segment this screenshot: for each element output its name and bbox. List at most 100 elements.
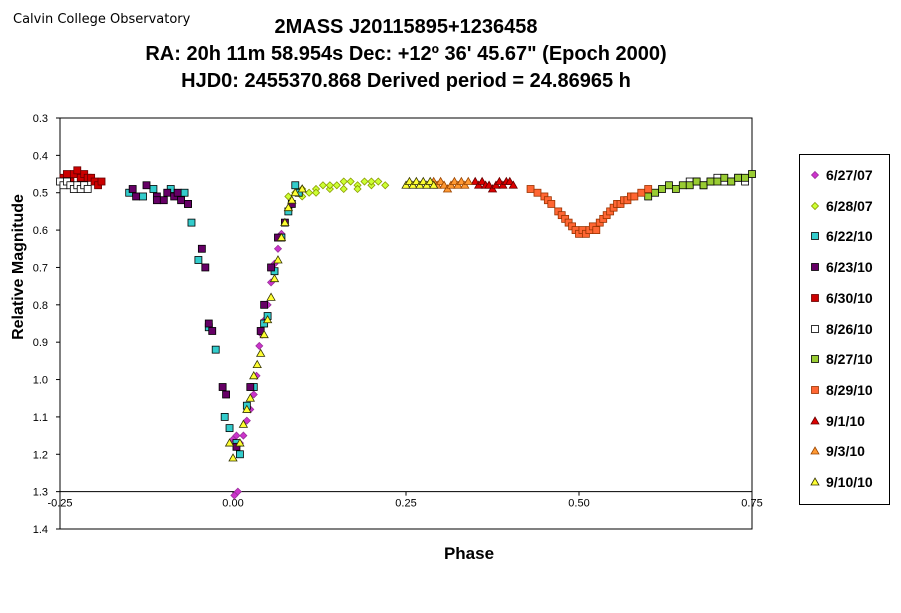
data-point	[318, 181, 328, 190]
data-point	[184, 200, 192, 208]
data-point	[152, 196, 161, 205]
y-tick-label: 1.0	[33, 375, 48, 387]
plot-area-frame	[59, 117, 753, 530]
series-6-22-10	[125, 181, 303, 459]
data-point	[508, 180, 518, 189]
data-point	[249, 390, 258, 399]
legend-label: 6/27/07	[826, 167, 873, 183]
data-point	[360, 177, 369, 186]
data-point	[374, 177, 383, 186]
data-point	[665, 181, 673, 190]
data-point	[810, 415, 820, 424]
triangle-marker-icon	[810, 477, 820, 486]
data-point	[187, 218, 196, 227]
data-point	[262, 314, 273, 324]
chart-subtitle-coordinates: RA: 20h 11m 58.954s Dec: +12º 36' 45.67"…	[145, 43, 667, 65]
data-point	[235, 438, 245, 447]
data-point	[204, 319, 213, 328]
data-point	[339, 177, 348, 186]
data-point	[811, 232, 819, 241]
data-point	[810, 477, 820, 486]
data-point	[463, 176, 473, 185]
data-point	[706, 177, 715, 186]
data-point	[526, 185, 535, 193]
data-point	[339, 184, 348, 194]
series-8-29-10	[526, 185, 653, 238]
data-point	[547, 200, 556, 208]
data-point	[197, 244, 206, 253]
data-point	[97, 177, 106, 186]
data-point	[484, 180, 494, 189]
data-point	[233, 487, 242, 496]
legend-label: 6/22/10	[826, 228, 873, 245]
legend-item: 9/3/10	[810, 441, 865, 461]
data-point	[671, 185, 680, 193]
chart-subtitle-period: HJD0: 2455370.868 Derived period = 24.86…	[181, 70, 631, 92]
data-point	[273, 255, 283, 264]
legend-item: 6/22/10	[810, 226, 873, 246]
data-point	[734, 173, 743, 182]
data-point	[658, 185, 666, 193]
data-point	[811, 385, 819, 394]
data-point	[404, 176, 415, 185]
data-point	[73, 166, 82, 175]
data-point	[305, 188, 314, 197]
x-tick-label: 0.50	[568, 498, 589, 510]
data-point	[291, 181, 300, 190]
data-point	[132, 192, 141, 201]
legend-item: 8/26/10	[810, 319, 873, 339]
data-point	[418, 176, 428, 185]
legend-label: 8/27/10	[826, 351, 873, 368]
y-tick-label: 0.8	[33, 300, 48, 312]
data-point	[477, 176, 487, 185]
data-point	[220, 413, 229, 421]
data-point	[260, 300, 269, 309]
data-point	[255, 341, 264, 350]
data-point	[644, 192, 653, 201]
x-tick-label: 0.25	[395, 498, 416, 510]
data-point	[630, 192, 639, 201]
data-point	[283, 202, 294, 212]
series-9-1-10	[470, 176, 518, 193]
data-point	[505, 176, 515, 185]
legend-item: 6/23/10	[810, 257, 873, 277]
data-point	[470, 176, 480, 185]
data-point	[367, 177, 376, 186]
legend-item: 6/27/07	[810, 165, 873, 185]
y-tick-label: 1.1	[33, 412, 48, 424]
data-point	[255, 348, 266, 357]
square-marker-icon	[811, 232, 819, 241]
data-point	[411, 176, 422, 185]
data-point	[325, 181, 334, 190]
data-point	[592, 226, 601, 234]
data-point	[173, 188, 182, 197]
data-point	[651, 188, 660, 197]
data-point	[311, 188, 321, 197]
series-8-27-10	[644, 170, 756, 201]
data-point	[637, 188, 646, 197]
chart-legend: 6/27/07 6/28/07 6/22/10 6/23/10 6/30/10 8/26/…	[799, 154, 890, 505]
legend-label: 9/1/10	[826, 412, 865, 429]
data-point	[346, 177, 355, 186]
data-point	[211, 345, 220, 354]
observatory-label: Calvin College Observatory	[13, 12, 191, 27]
data-point	[290, 187, 300, 197]
data-point	[159, 196, 168, 205]
data-point	[142, 181, 151, 190]
legend-item: 9/1/10	[810, 411, 865, 431]
data-point	[83, 185, 92, 193]
data-point	[139, 192, 147, 201]
y-tick-label: 1.2	[33, 449, 48, 461]
data-point	[727, 177, 736, 186]
data-point	[494, 176, 505, 185]
data-point	[810, 446, 820, 455]
data-point	[267, 263, 275, 272]
data-point	[239, 431, 248, 440]
legend-label: 8/26/10	[826, 320, 873, 337]
data-point	[297, 184, 307, 193]
square-marker-icon	[811, 263, 819, 271]
data-point	[242, 416, 251, 425]
data-point	[276, 232, 287, 241]
data-point	[284, 192, 293, 201]
